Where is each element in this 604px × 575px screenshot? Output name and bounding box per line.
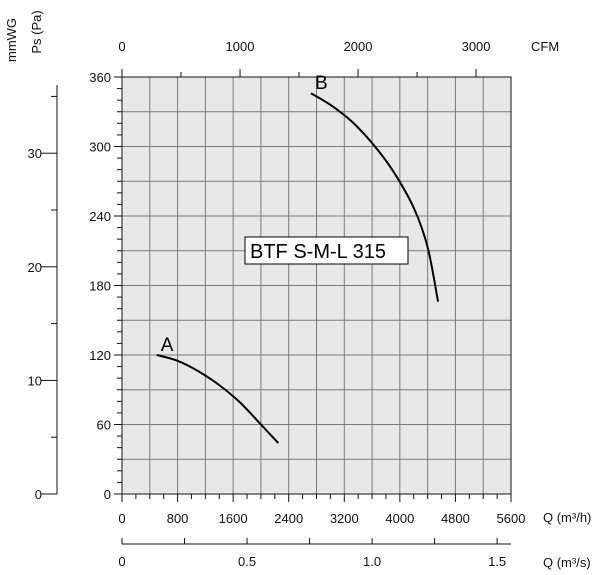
cfm-tick-label: 2000 xyxy=(344,39,373,54)
x-tick-label: 800 xyxy=(167,511,189,526)
m3s-axis-label: Q (m³/s) xyxy=(543,555,591,570)
x-tick-label: 4800 xyxy=(441,511,470,526)
m3s-tick-label: 1.0 xyxy=(363,554,381,569)
y-tick-label: 180 xyxy=(89,279,111,294)
x-tick-label: 5600 xyxy=(497,511,526,526)
m3s-tick-label: 0 xyxy=(118,554,125,569)
mmwg-tick-label: 0 xyxy=(35,487,42,502)
cfm-tick-label: 1000 xyxy=(226,39,255,54)
x-tick-label: 0 xyxy=(118,511,125,526)
curve-a xyxy=(156,354,280,444)
y-tick-label: 0 xyxy=(104,487,111,502)
mmwg-tick-label: 10 xyxy=(28,373,42,388)
model-annotation: BTF S-M-L 315 xyxy=(250,241,386,263)
cfm-tick-label: 0 xyxy=(118,39,125,54)
axis-layer: 0 800 1600 2400 3200 4000 4800 5600060120180240… xyxy=(28,39,526,569)
curve-layer: AB xyxy=(156,73,440,444)
mmwg-tick-label: 20 xyxy=(28,260,42,275)
x-tick-label: 1600 xyxy=(219,511,248,526)
mmwg-label: mmWG xyxy=(4,18,19,62)
curve-b xyxy=(310,92,440,302)
m3s-tick-label: 0.5 xyxy=(238,554,256,569)
cfm-tick-label: 3000 xyxy=(462,39,491,54)
grid-layer xyxy=(122,77,511,494)
model-annotation-box xyxy=(244,236,409,265)
x-tick-label: 3200 xyxy=(330,511,359,526)
mmwg-tick-label: 30 xyxy=(28,146,42,161)
y-tick-label: 360 xyxy=(89,70,111,85)
y-tick-label: 120 xyxy=(89,348,111,363)
cfm-label: CFM xyxy=(531,39,559,54)
x-tick-label: 2400 xyxy=(274,511,303,526)
y-tick-label: 240 xyxy=(89,209,111,224)
curve-label-b: B xyxy=(315,73,328,94)
y-tick-label: 60 xyxy=(97,418,111,433)
y-axis-label: Ps (Pa) xyxy=(29,10,44,53)
m3s-tick-label: 1.5 xyxy=(488,554,506,569)
x-axis-label: Q (m³/h) xyxy=(543,510,591,525)
curve-label-a: A xyxy=(161,335,174,356)
y-tick-label: 300 xyxy=(89,140,111,155)
x-tick-label: 4000 xyxy=(385,511,414,526)
